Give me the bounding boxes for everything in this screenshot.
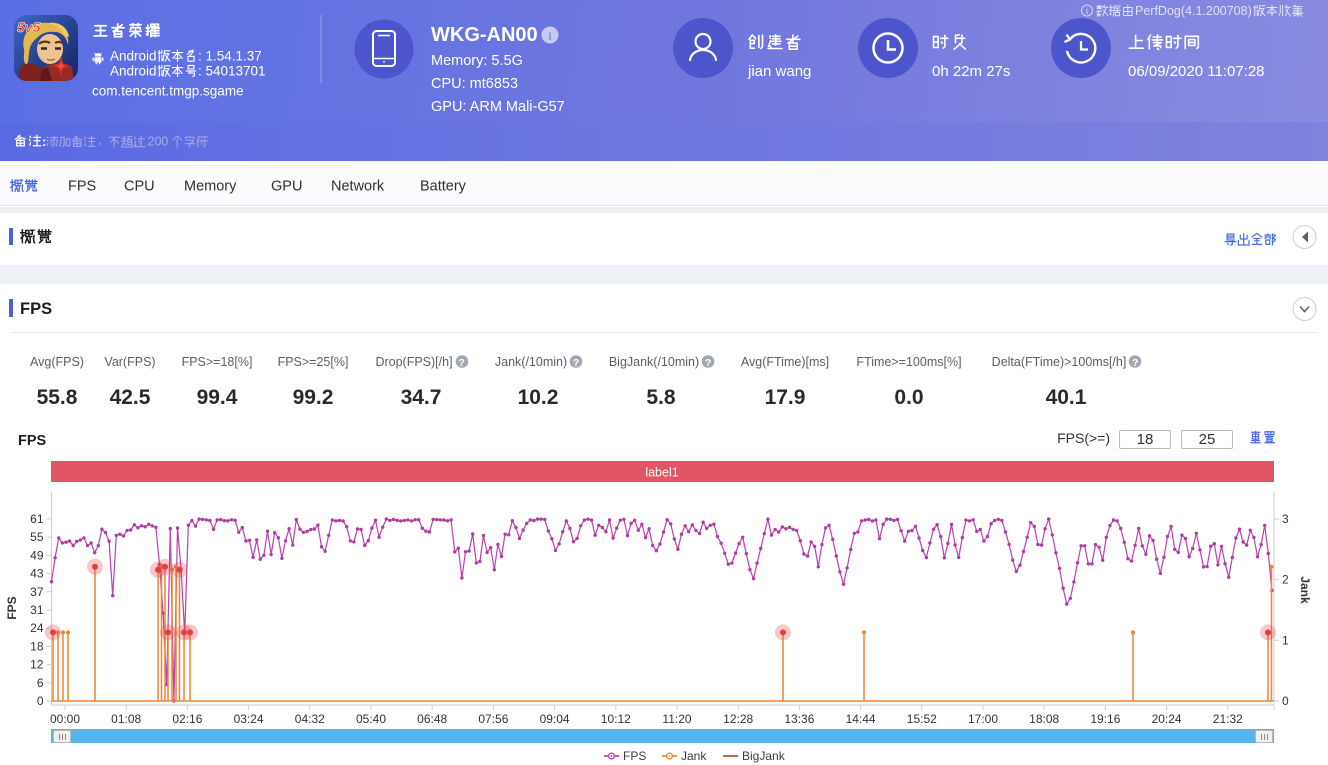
svg-text:55.8: 55.8: [37, 386, 78, 409]
svg-text:99.4: 99.4: [197, 386, 238, 409]
svg-text:03:24: 03:24: [234, 712, 264, 726]
svg-text::: :: [42, 134, 46, 149]
svg-text:Jank: Jank: [1298, 576, 1312, 604]
svg-text:20:24: 20:24: [1152, 712, 1182, 726]
svg-text:Android: Android: [110, 64, 157, 79]
svg-text:01:08: 01:08: [111, 712, 141, 726]
svg-text:12:28: 12:28: [723, 712, 753, 726]
svg-text:04:32: 04:32: [295, 712, 325, 726]
svg-text:200: 200: [148, 135, 169, 149]
svg-text:5v5: 5v5: [17, 19, 41, 35]
svg-text:FPS: FPS: [623, 749, 646, 763]
svg-text:24: 24: [30, 621, 44, 635]
svg-text:61: 61: [30, 512, 44, 526]
svg-text:?: ?: [458, 357, 464, 369]
svg-text:0: 0: [37, 694, 44, 708]
svg-text:18: 18: [30, 639, 44, 653]
svg-text:09:04: 09:04: [540, 712, 570, 726]
svg-text:: 54013701: : 54013701: [198, 64, 266, 79]
svg-text:Jank(/10min): Jank(/10min): [495, 355, 567, 369]
svg-text:PerfDog(4.1.200708): PerfDog(4.1.200708): [1135, 4, 1252, 18]
svg-text:5.8: 5.8: [646, 386, 676, 409]
svg-text:FPS: FPS: [68, 179, 96, 195]
svg-text:15:52: 15:52: [907, 712, 937, 726]
svg-text:?: ?: [1132, 357, 1138, 369]
svg-text:Jank: Jank: [681, 749, 707, 763]
svg-text:0: 0: [1282, 694, 1289, 708]
svg-text:19:16: 19:16: [1090, 712, 1120, 726]
svg-text:13:36: 13:36: [784, 712, 814, 726]
svg-text:17.9: 17.9: [765, 386, 806, 409]
svg-text:FTime>=100ms[%]: FTime>=100ms[%]: [856, 355, 961, 369]
svg-text:Avg(FPS): Avg(FPS): [30, 355, 84, 369]
svg-text:Memory: Memory: [184, 179, 237, 195]
svg-text:FPS(>=): FPS(>=): [1057, 430, 1110, 446]
svg-text:1: 1: [1282, 633, 1289, 647]
svg-text:0.0: 0.0: [894, 386, 923, 409]
svg-text:?: ?: [705, 357, 711, 369]
svg-text:GPU: ARM Mali-G57: GPU: ARM Mali-G57: [431, 99, 565, 115]
svg-text:99.2: 99.2: [293, 386, 334, 409]
svg-text:FPS: FPS: [5, 596, 19, 619]
svg-text:18:08: 18:08: [1029, 712, 1059, 726]
svg-text:2: 2: [1282, 573, 1289, 587]
svg-text:10:12: 10:12: [601, 712, 631, 726]
svg-text:Battery: Battery: [420, 179, 467, 195]
svg-text:?: ?: [573, 357, 579, 369]
svg-text:06:48: 06:48: [417, 712, 447, 726]
svg-text:Android: Android: [110, 49, 157, 64]
svg-text:37: 37: [30, 585, 44, 599]
svg-text:49: 49: [30, 548, 44, 562]
svg-text:GPU: GPU: [271, 179, 302, 195]
svg-text:Delta(FTime)>100ms[/h]: Delta(FTime)>100ms[/h]: [992, 355, 1127, 369]
svg-text:FPS: FPS: [18, 433, 47, 449]
svg-text:6: 6: [37, 676, 44, 690]
svg-text:i: i: [548, 29, 552, 43]
svg-text:i: i: [1086, 6, 1089, 16]
svg-text:label1: label1: [645, 466, 678, 480]
svg-text:FPS: FPS: [20, 300, 52, 318]
svg-text:05:40: 05:40: [356, 712, 386, 726]
svg-text:10.2: 10.2: [518, 386, 559, 409]
svg-text:WKG-AN00: WKG-AN00: [431, 24, 538, 46]
svg-text:Memory: 5.5G: Memory: 5.5G: [431, 53, 523, 69]
svg-text:00:00: 00:00: [50, 712, 80, 726]
svg-text:42.5: 42.5: [110, 386, 151, 409]
svg-text:Var(FPS): Var(FPS): [104, 355, 155, 369]
svg-text:com.tencent.tmgp.sgame: com.tencent.tmgp.sgame: [92, 84, 244, 99]
svg-text:0h 22m 27s: 0h 22m 27s: [932, 63, 1010, 80]
svg-text:Drop(FPS)[/h]: Drop(FPS)[/h]: [375, 355, 452, 369]
svg-text:18: 18: [1137, 431, 1154, 448]
svg-text:34.7: 34.7: [401, 386, 442, 409]
svg-text:3: 3: [1282, 512, 1289, 526]
svg-text:Network: Network: [331, 179, 385, 195]
svg-text:17:00: 17:00: [968, 712, 998, 726]
svg-text:CPU: mt6853: CPU: mt6853: [431, 76, 518, 92]
svg-text:BigJank: BigJank: [742, 749, 786, 763]
svg-text:BigJank(/10min): BigJank(/10min): [609, 355, 699, 369]
svg-text:02:16: 02:16: [172, 712, 202, 726]
svg-text:: 1.54.1.37: : 1.54.1.37: [198, 49, 262, 64]
svg-text:55: 55: [30, 530, 44, 544]
svg-text:25: 25: [1199, 431, 1216, 448]
svg-text:14:44: 14:44: [846, 712, 876, 726]
svg-text:07:56: 07:56: [478, 712, 508, 726]
svg-text:12: 12: [30, 658, 44, 672]
svg-text:06/09/2020 11:07:28: 06/09/2020 11:07:28: [1128, 63, 1265, 80]
svg-text:FPS>=18[%]: FPS>=18[%]: [182, 355, 253, 369]
svg-text:FPS>=25[%]: FPS>=25[%]: [278, 355, 349, 369]
svg-text:CPU: CPU: [124, 179, 155, 195]
svg-text:11:20: 11:20: [662, 712, 691, 726]
svg-text:Avg(FTime)[ms]: Avg(FTime)[ms]: [741, 355, 829, 369]
svg-text:40.1: 40.1: [1046, 386, 1087, 409]
svg-text:21:32: 21:32: [1213, 712, 1243, 726]
svg-text:,: ,: [98, 132, 102, 147]
svg-text:31: 31: [30, 603, 44, 617]
svg-text:43: 43: [30, 567, 44, 581]
svg-text:jian wang: jian wang: [747, 63, 811, 80]
